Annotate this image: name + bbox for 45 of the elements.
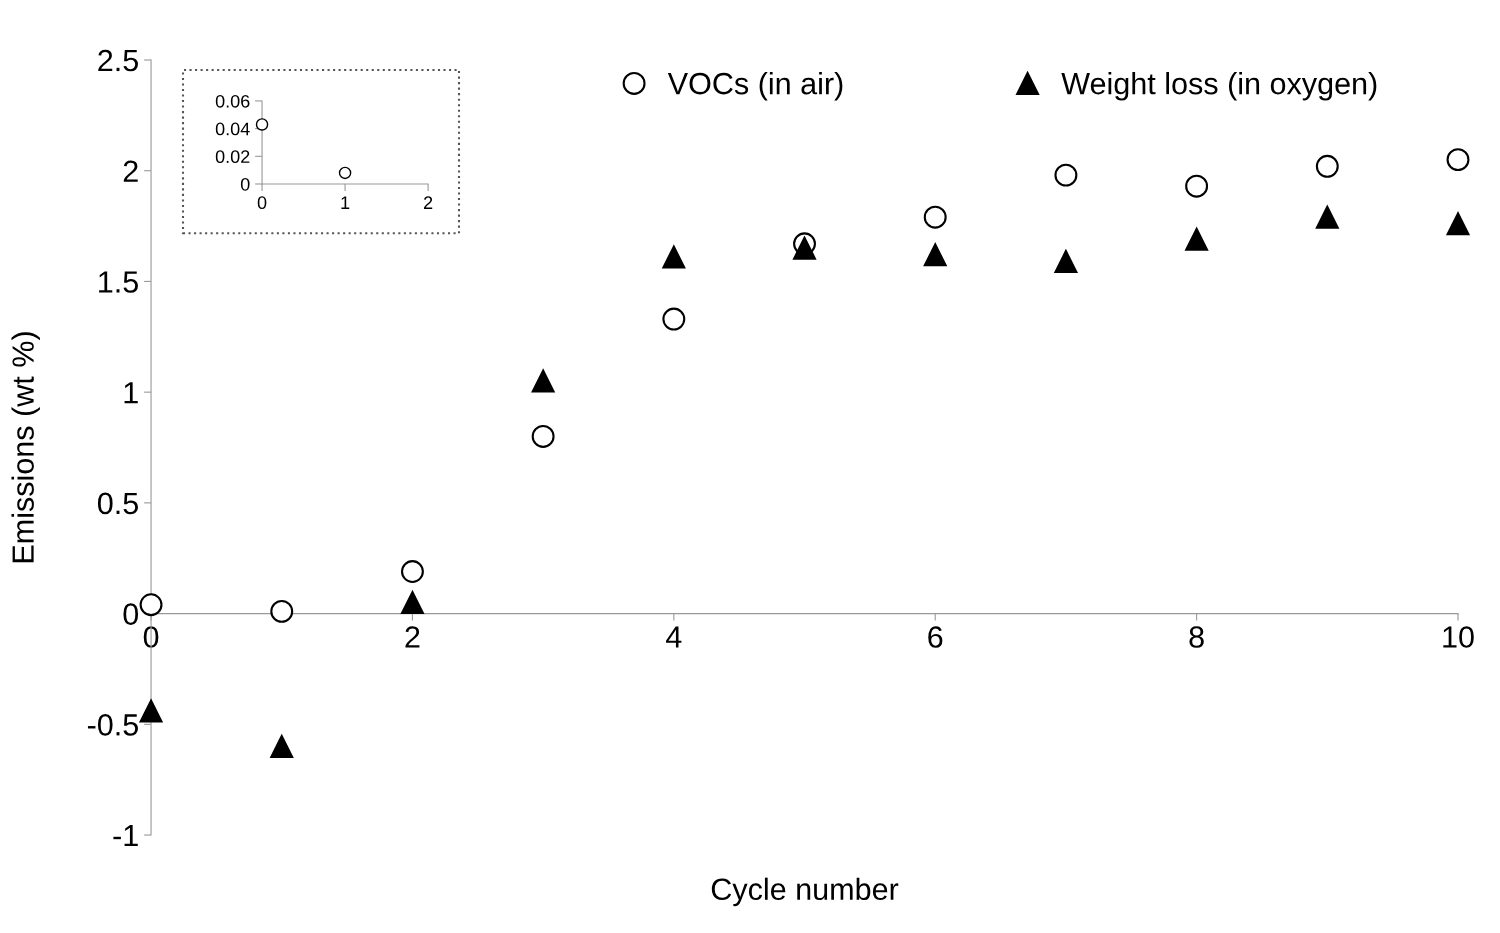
point: [400, 591, 424, 614]
x-tick-label: 10: [1443, 626, 1474, 648]
point: [400, 560, 424, 583]
point: [1446, 212, 1470, 236]
x-tick-label: 2: [405, 626, 420, 648]
point: [1054, 163, 1078, 187]
y-tick-label: 0: [240, 177, 250, 191]
y-tick-label: 2: [123, 160, 138, 182]
point: [1185, 227, 1209, 251]
x-tick-label: 1: [341, 196, 350, 209]
point: [662, 245, 686, 269]
y-axis-title: Emissions (wt %): [11, 332, 40, 563]
legend-label: Weight loss (in oxygen): [1061, 71, 1377, 101]
point: [1315, 205, 1339, 229]
legend-label: VOCs (in air): [667, 71, 843, 101]
point: [923, 205, 947, 229]
point: [531, 369, 555, 393]
x-axis-title: Cycle number: [711, 877, 899, 907]
point: [1185, 174, 1209, 198]
point: [1446, 148, 1470, 172]
point: [923, 243, 947, 267]
point: [139, 699, 163, 723]
y-tick-label: -0.5: [87, 714, 138, 736]
y-tick-label: 0.02: [215, 150, 250, 164]
y-tick-label: 0: [123, 603, 139, 625]
x-tick-label: 4: [666, 626, 682, 648]
point: [270, 599, 294, 623]
point: [1054, 250, 1078, 273]
y-tick-label: 1: [124, 382, 138, 404]
point: [662, 307, 686, 331]
y-tick-label: 1.5: [99, 271, 138, 293]
point: [139, 593, 163, 617]
point: [1315, 154, 1339, 178]
y-tick-label: 0.06: [215, 94, 250, 108]
x-tick-label: 8: [1189, 626, 1204, 648]
x-tick-label: 6: [928, 626, 943, 648]
x-tick-label: 2: [423, 196, 433, 209]
x-tick-label: 0: [257, 196, 267, 210]
y-tick-label: 0.04: [215, 122, 250, 136]
y-tick-label: 0.5: [97, 492, 138, 515]
x-tick-label: 0: [143, 626, 159, 648]
y-tick-label: 2.5: [98, 49, 138, 72]
point: [531, 424, 555, 448]
point: [270, 735, 294, 758]
y-tick-label: -1: [113, 825, 138, 847]
